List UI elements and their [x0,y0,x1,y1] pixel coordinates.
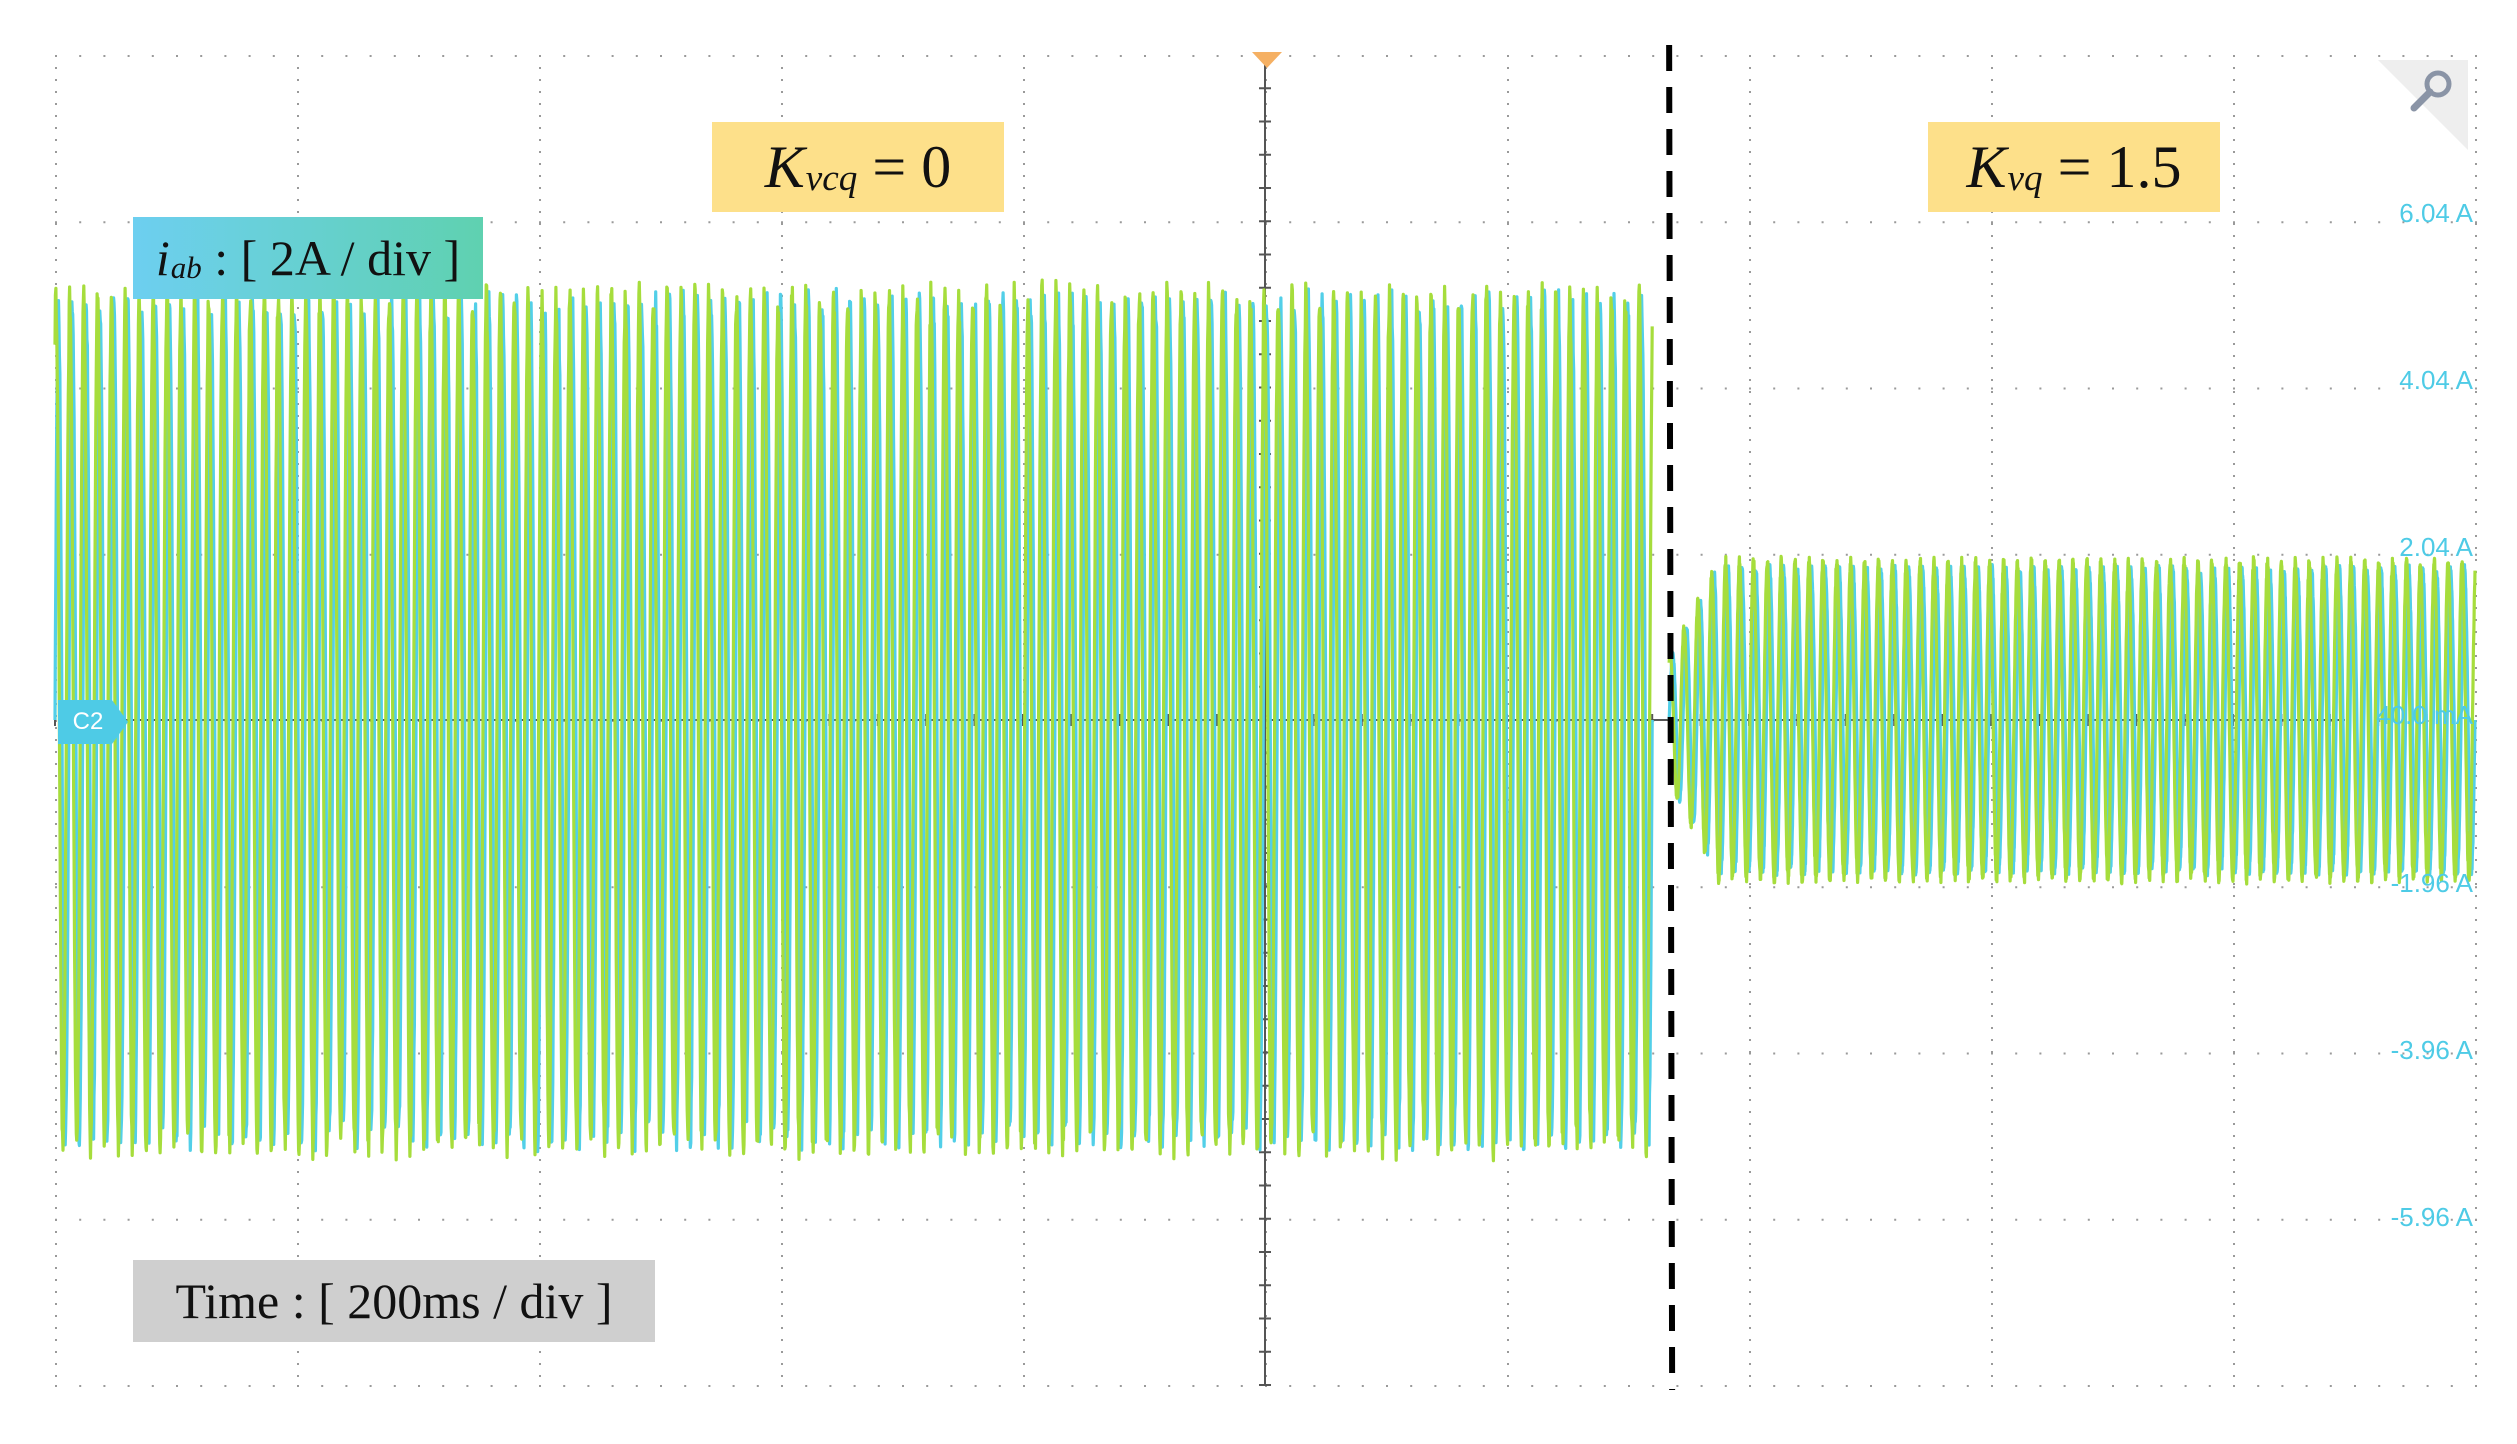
y-tick-label: -1.96 A [2390,868,2473,898]
y-tick-label: 4.04 A [2399,365,2473,395]
waveform-trace-2 [1667,554,2477,886]
y-tick-label: -5.96 A [2390,1202,2473,1232]
channel-label: C2 [72,708,104,735]
y-tick-label: -3.96 A [2390,1035,2473,1065]
y-tick-label: 6.04 A [2399,198,2473,228]
channel-marker[interactable] [58,700,128,744]
current-scale-value: : [ 2A / div ] [201,230,461,286]
annotation-symbol: K [764,133,805,200]
annotation-value: = 0 [857,133,952,200]
annotation-subscript: vq [2007,158,2043,200]
annotation-symbol: K [1966,133,2007,200]
waveform-trace-2 [53,278,1654,1163]
event-lines [1666,44,1676,1391]
zoom-icon[interactable] [2378,60,2468,150]
y-tick-label: 2.04 A [2399,532,2473,562]
annotation-value: = 1.5 [2042,133,2182,200]
y-tick-label: 40.0 mA [2376,700,2473,730]
event-dashed-line [1666,44,1676,1391]
annotation-subscript: vcq [805,158,858,200]
time-scale-label: Time : [ 200ms / div ] [133,1260,655,1342]
current-subscript: ab [170,249,202,285]
waveform-traces [53,278,2477,1163]
current-scale-label: i ab : [ 2A / div ] [133,217,483,299]
current-symbol: i [155,230,170,286]
trigger-marker [1252,52,1282,68]
